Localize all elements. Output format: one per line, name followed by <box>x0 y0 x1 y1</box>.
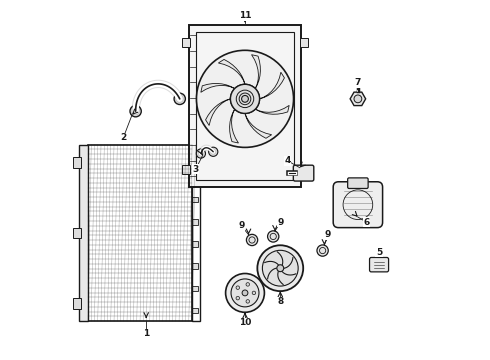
Circle shape <box>225 274 265 312</box>
Circle shape <box>317 245 328 256</box>
Circle shape <box>174 93 185 104</box>
Circle shape <box>231 279 259 307</box>
Text: 4: 4 <box>284 156 291 165</box>
Polygon shape <box>230 109 239 143</box>
Text: 7: 7 <box>355 78 361 87</box>
Text: 11: 11 <box>239 12 251 21</box>
Text: 8: 8 <box>277 297 283 306</box>
Text: 9: 9 <box>325 230 331 239</box>
Circle shape <box>236 296 240 300</box>
Bar <box>300 38 308 47</box>
FancyBboxPatch shape <box>348 178 368 189</box>
Text: 2: 2 <box>120 133 126 142</box>
Circle shape <box>246 300 249 303</box>
Text: 3: 3 <box>193 165 199 174</box>
Bar <box>196 32 294 180</box>
FancyBboxPatch shape <box>294 165 314 181</box>
Circle shape <box>242 290 248 296</box>
Polygon shape <box>260 72 284 99</box>
Bar <box>192 241 198 247</box>
Circle shape <box>242 95 248 102</box>
Polygon shape <box>206 99 230 126</box>
Text: 9: 9 <box>238 221 245 230</box>
Circle shape <box>130 105 141 117</box>
Circle shape <box>252 291 256 294</box>
Circle shape <box>268 231 279 242</box>
Bar <box>189 25 301 187</box>
Circle shape <box>230 84 260 113</box>
FancyBboxPatch shape <box>333 182 383 228</box>
Bar <box>88 145 192 321</box>
Text: 6: 6 <box>364 218 370 227</box>
Bar <box>73 298 80 309</box>
Circle shape <box>257 245 303 291</box>
Text: 5: 5 <box>376 248 382 257</box>
Bar <box>73 157 80 168</box>
Bar <box>192 264 198 269</box>
Polygon shape <box>219 59 245 84</box>
Bar <box>73 228 80 238</box>
FancyBboxPatch shape <box>369 257 389 272</box>
Circle shape <box>236 286 240 289</box>
Polygon shape <box>245 113 271 138</box>
Bar <box>192 285 198 291</box>
Circle shape <box>277 265 284 272</box>
Circle shape <box>246 283 249 286</box>
Circle shape <box>246 234 258 246</box>
Circle shape <box>262 250 298 286</box>
Bar <box>192 145 200 321</box>
Text: 10: 10 <box>239 318 251 327</box>
Polygon shape <box>350 92 366 105</box>
Polygon shape <box>255 105 289 114</box>
Bar <box>182 38 190 47</box>
Bar <box>300 165 308 174</box>
Bar <box>192 308 198 313</box>
Circle shape <box>354 95 362 103</box>
Bar <box>182 165 190 174</box>
Text: 1: 1 <box>143 329 149 338</box>
Circle shape <box>196 149 205 158</box>
Polygon shape <box>251 55 260 89</box>
Circle shape <box>196 50 294 147</box>
Bar <box>192 153 198 158</box>
Bar <box>192 197 198 202</box>
Circle shape <box>230 84 260 113</box>
Text: 9: 9 <box>277 218 284 227</box>
Circle shape <box>209 147 218 156</box>
Bar <box>79 145 88 321</box>
Bar <box>192 175 198 180</box>
Polygon shape <box>201 84 235 92</box>
Bar <box>192 219 198 225</box>
